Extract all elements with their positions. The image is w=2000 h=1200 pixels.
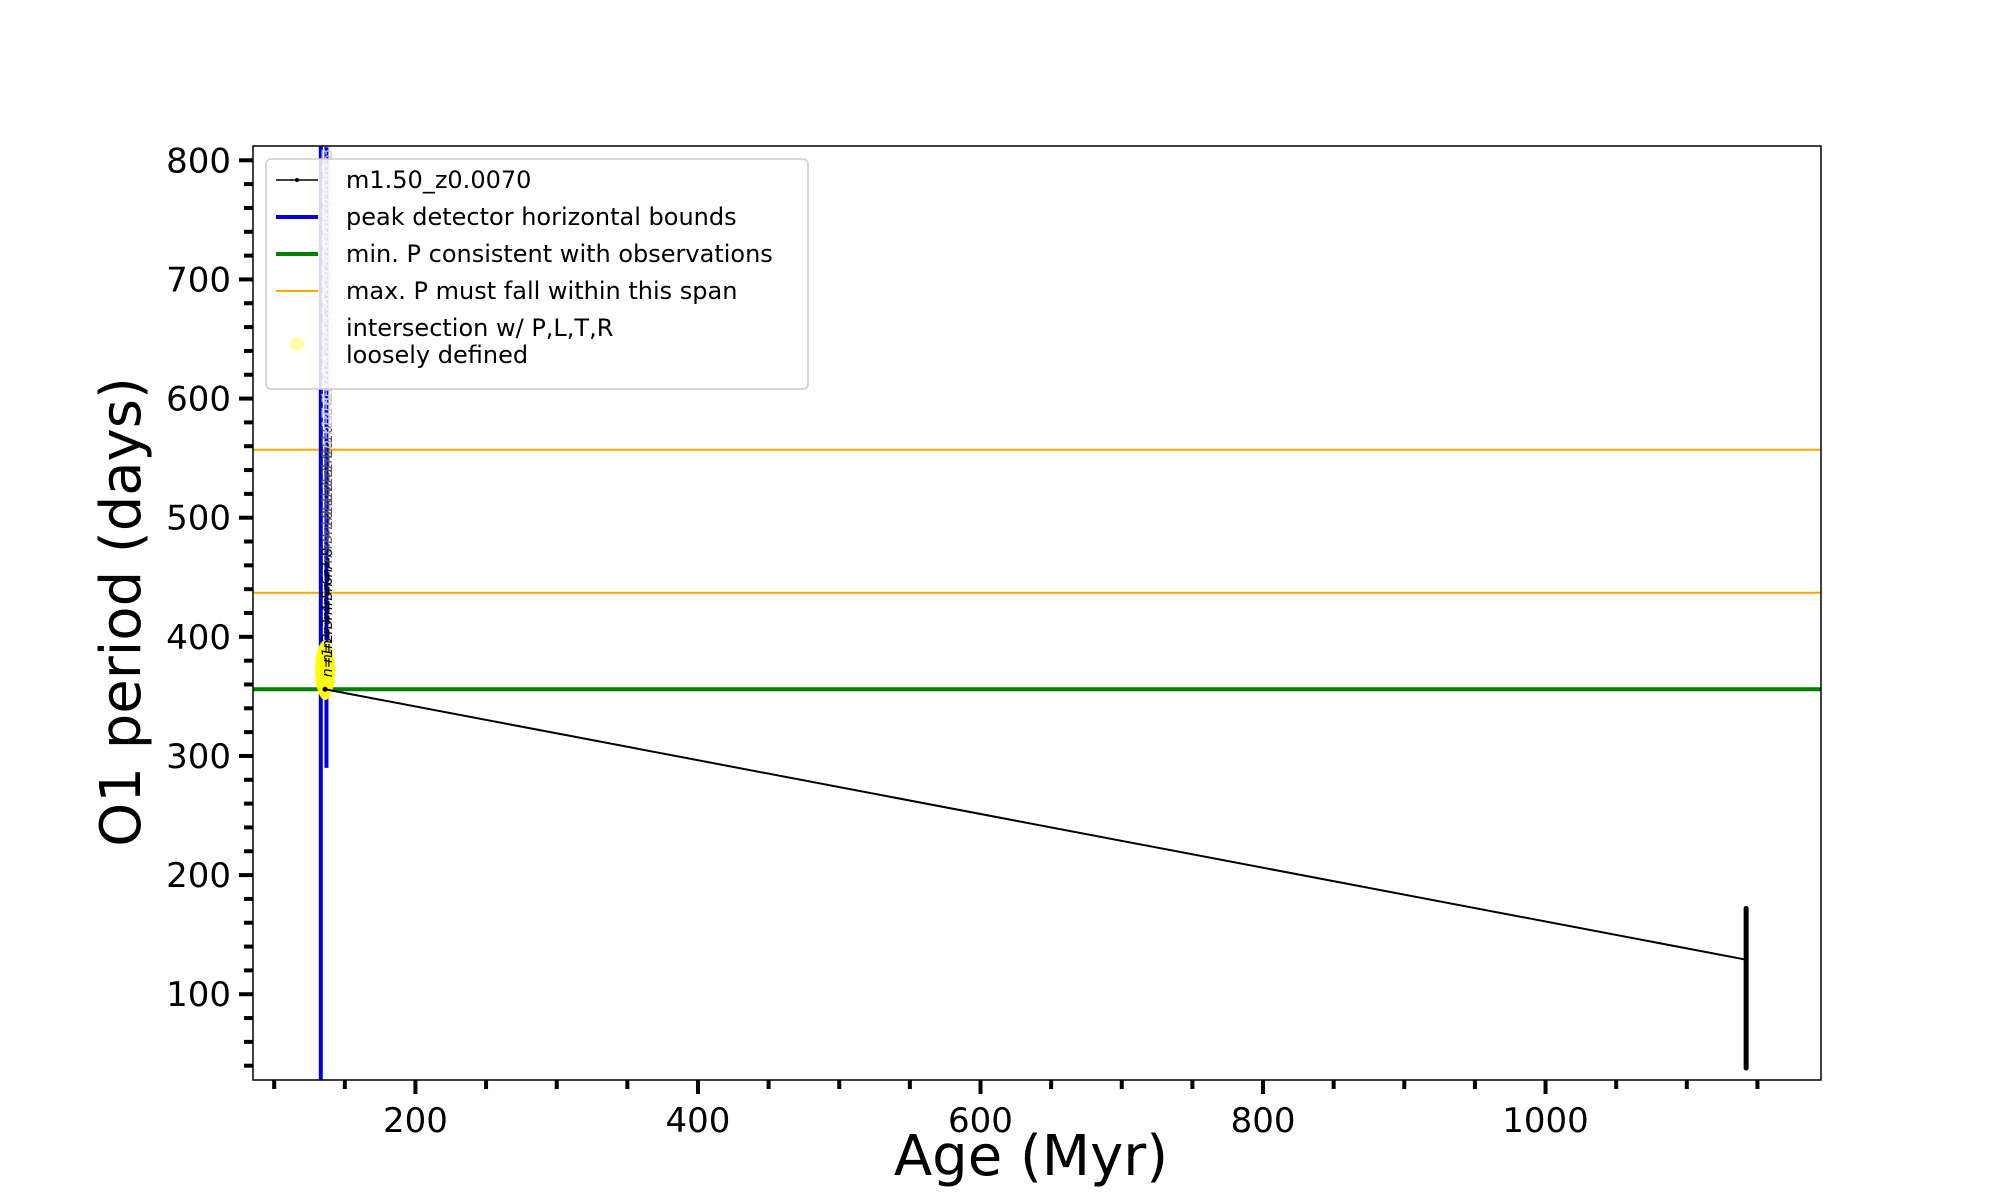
mode-label: n=8 bbox=[320, 548, 336, 578]
mode-label: n=13 bbox=[320, 468, 336, 506]
mode-label: n=14 bbox=[320, 453, 336, 491]
y-tick-label: 200 bbox=[166, 856, 231, 896]
mode-label: n=5 bbox=[320, 591, 336, 621]
y-tick-label: 300 bbox=[166, 737, 231, 777]
legend-label: intersection w/ P,L,T,R loosely defined bbox=[346, 314, 613, 369]
mode-label: n=18 bbox=[320, 396, 336, 435]
mode-label: n=7 bbox=[320, 562, 336, 592]
series-point-1-1 bbox=[322, 686, 328, 692]
legend-swatch-intersection bbox=[290, 337, 304, 351]
legend-label: max. P must fall within this span bbox=[346, 277, 737, 305]
legend-label: m1.50_z0.0070 bbox=[346, 166, 531, 194]
x-tick-label: 1000 bbox=[1502, 1101, 1589, 1141]
x-tick-label: 200 bbox=[383, 1101, 448, 1141]
intersection-marker bbox=[315, 640, 336, 701]
legend-label: min. P consistent with observations bbox=[346, 240, 773, 268]
legend-box bbox=[265, 158, 809, 390]
mode-label: n=11 bbox=[320, 496, 336, 534]
x-tick-label: 800 bbox=[1231, 1101, 1296, 1141]
y-tick-label: 600 bbox=[166, 380, 231, 420]
y-tick-label: 800 bbox=[166, 141, 231, 181]
y-tick-label: 400 bbox=[166, 618, 231, 658]
mode-label: n=17 bbox=[320, 411, 336, 450]
mode-label: n=19 bbox=[320, 382, 336, 421]
y-tick-label: 700 bbox=[166, 260, 231, 300]
mode-label: n=9 bbox=[320, 534, 336, 564]
y-tick-label: 100 bbox=[166, 975, 231, 1015]
mode-label: n=10 bbox=[320, 510, 336, 549]
x-tick-label: 600 bbox=[948, 1101, 1013, 1141]
mode-label: n=2 bbox=[320, 633, 336, 663]
mode-label: n=15 bbox=[320, 439, 336, 478]
mode-label: n=16 bbox=[320, 425, 336, 464]
mode-label: n=4 bbox=[320, 605, 336, 635]
legend-swatch-track-marker bbox=[295, 178, 299, 182]
mode-label: n=3 bbox=[320, 619, 336, 649]
mode-label: n=1 bbox=[320, 648, 336, 678]
mode-label: n=6 bbox=[320, 576, 336, 606]
legend-label: peak detector horizontal bounds bbox=[346, 203, 737, 231]
series-line-1 bbox=[324, 688, 1747, 961]
y-axis-label: O1 period (days) bbox=[89, 377, 154, 847]
x-tick-label: 400 bbox=[666, 1101, 731, 1141]
y-tick-label: 500 bbox=[166, 499, 231, 539]
mode-label: n=12 bbox=[320, 482, 336, 521]
x-axis-label: Age (Myr) bbox=[894, 1124, 1168, 1189]
axes: 100 200 300 400 500 600 700 800 200 400 600 800 1000 bbox=[166, 141, 1822, 1141]
